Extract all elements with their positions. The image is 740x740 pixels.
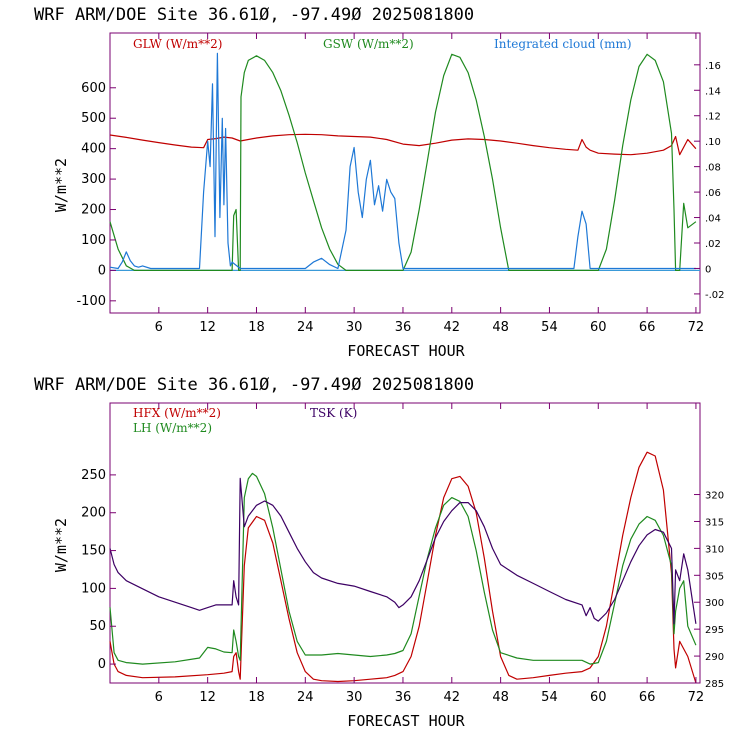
bottom-y2-tick-label: 290 bbox=[705, 652, 724, 663]
legend-hfx: HFX (W/m**2) bbox=[133, 406, 221, 420]
top-y2-tick-label: -.02 bbox=[705, 290, 725, 301]
top-x-tick-label: 48 bbox=[492, 320, 509, 335]
bottom-plot-area: 6 12 18 24 30 36 42 48 54 60 66 72 050100150200250 … bbox=[81, 402, 724, 705]
bottom-y2-tick-label: 285 bbox=[705, 679, 724, 690]
bottom-series-hfx-line bbox=[109, 451, 697, 684]
top-y2-tick-label: .02 bbox=[705, 239, 721, 250]
bottom-y-tick-label: 100 bbox=[81, 581, 106, 596]
bottom-y-tick-label: 0 bbox=[98, 657, 106, 672]
glw-gsw-cloud-panel: WRF ARM/DOE Site 36.61Ø, -97.49Ø 2025081… bbox=[34, 5, 725, 360]
top-y-tick-label: 0 bbox=[98, 263, 106, 278]
bottom-x-tick-label: 36 bbox=[395, 690, 412, 705]
legend-tsk: TSK (K) bbox=[310, 406, 357, 420]
top-y2-tick-label: .16 bbox=[705, 61, 721, 72]
top-y2-tick-label: .14 bbox=[705, 86, 721, 97]
top-x-tick-label: 72 bbox=[688, 320, 705, 335]
bottom-series-lh-line bbox=[109, 472, 697, 665]
bottom-y-tick-label: 200 bbox=[81, 506, 106, 521]
bottom-y-tick-label: 50 bbox=[89, 619, 106, 634]
bottom-x-tick-label: 54 bbox=[541, 690, 558, 705]
top-x-tick-label: 36 bbox=[395, 320, 412, 335]
top-y2-tick-label: .04 bbox=[705, 214, 721, 225]
top-series-gsw-line bbox=[109, 53, 697, 271]
top-x-tick-label: 54 bbox=[541, 320, 558, 335]
top-x-tick-label: 18 bbox=[248, 320, 265, 335]
bottom-y2-tick-label: 320 bbox=[705, 491, 724, 502]
top-x-tick-label: 60 bbox=[590, 320, 607, 335]
top-y-tick-label: 300 bbox=[81, 172, 106, 187]
top-plot-area: 6 12 18 24 30 36 42 48 54 60 66 72 -100 0 100 200 300 40… bbox=[76, 32, 725, 335]
bottom-plot-frame bbox=[109, 402, 701, 684]
bottom-x-tick-label: 42 bbox=[444, 690, 461, 705]
bottom-y2-tick-label: 305 bbox=[705, 571, 724, 582]
top-y-tick-label: 400 bbox=[81, 142, 106, 157]
bottom-x-tick-label: 6 bbox=[155, 690, 163, 705]
top-series-glw-line bbox=[109, 133, 697, 156]
hfx-lh-tsk-panel: WRF ARM/DOE Site 36.61Ø, -97.49Ø 2025081… bbox=[34, 375, 724, 730]
bottom-x-tick-label: 66 bbox=[639, 690, 656, 705]
top-y2-tick-label: 0 bbox=[705, 264, 711, 275]
legend-lh: LH (W/m**2) bbox=[133, 421, 212, 435]
top-series-integrated-line bbox=[109, 52, 696, 270]
top-y2-tick-label: .08 bbox=[705, 163, 721, 174]
bottom-x-tick-label: 12 bbox=[199, 690, 216, 705]
top-x-tick-label: 12 bbox=[199, 320, 216, 335]
top-y-tick-label: 200 bbox=[81, 203, 106, 218]
bottom-series-tsk-line bbox=[109, 477, 697, 625]
legend-glw: GLW (W/m**2) bbox=[133, 37, 222, 51]
top-plot-frame bbox=[109, 32, 701, 314]
top-y-tick-label: 500 bbox=[81, 111, 106, 126]
top-x-tick-label: 30 bbox=[346, 320, 363, 335]
top-x-tick-label: 66 bbox=[639, 320, 656, 335]
bottom-x-axis-label: FORECAST HOUR bbox=[347, 712, 465, 730]
bottom-y-tick-label: 150 bbox=[81, 544, 106, 559]
bottom-x-tick-label: 24 bbox=[297, 690, 314, 705]
top-chart-title: WRF ARM/DOE Site 36.61Ø, -97.49Ø 2025081… bbox=[34, 5, 474, 25]
bottom-y-axis-label: W/m**2 bbox=[52, 518, 70, 572]
top-y2-tick-label: .12 bbox=[705, 112, 721, 123]
bottom-y2-tick-label: 300 bbox=[705, 598, 724, 609]
top-y-axis-label: W/m**2 bbox=[52, 158, 70, 212]
bottom-x-tick-label: 18 bbox=[248, 690, 265, 705]
top-x-axis-label: FORECAST HOUR bbox=[347, 342, 465, 360]
legend-integrated-cloud: Integrated cloud (mm) bbox=[494, 37, 632, 51]
top-x-tick-label: 24 bbox=[297, 320, 314, 335]
bottom-y-tick-label: 250 bbox=[81, 468, 106, 483]
top-y2-tick-label: .06 bbox=[705, 188, 721, 199]
top-y-tick-label: 600 bbox=[81, 81, 106, 96]
top-y-tick-label: -100 bbox=[76, 294, 106, 309]
bottom-x-tick-label: 30 bbox=[346, 690, 363, 705]
top-y2-tick-label: .10 bbox=[705, 137, 721, 148]
bottom-y2-tick-label: 315 bbox=[705, 517, 724, 528]
bottom-chart-title: WRF ARM/DOE Site 36.61Ø, -97.49Ø 2025081… bbox=[34, 375, 474, 395]
bottom-x-tick-label: 60 bbox=[590, 690, 607, 705]
top-x-tick-label: 6 bbox=[155, 320, 163, 335]
top-y-tick-label: 100 bbox=[81, 233, 106, 248]
top-x-tick-label: 42 bbox=[444, 320, 461, 335]
bottom-y2-tick-label: 295 bbox=[705, 625, 724, 636]
bottom-x-tick-label: 72 bbox=[688, 690, 705, 705]
legend-gsw: GSW (W/m**2) bbox=[323, 37, 414, 51]
bottom-x-tick-label: 48 bbox=[492, 690, 509, 705]
bottom-y2-tick-label: 310 bbox=[705, 544, 724, 555]
